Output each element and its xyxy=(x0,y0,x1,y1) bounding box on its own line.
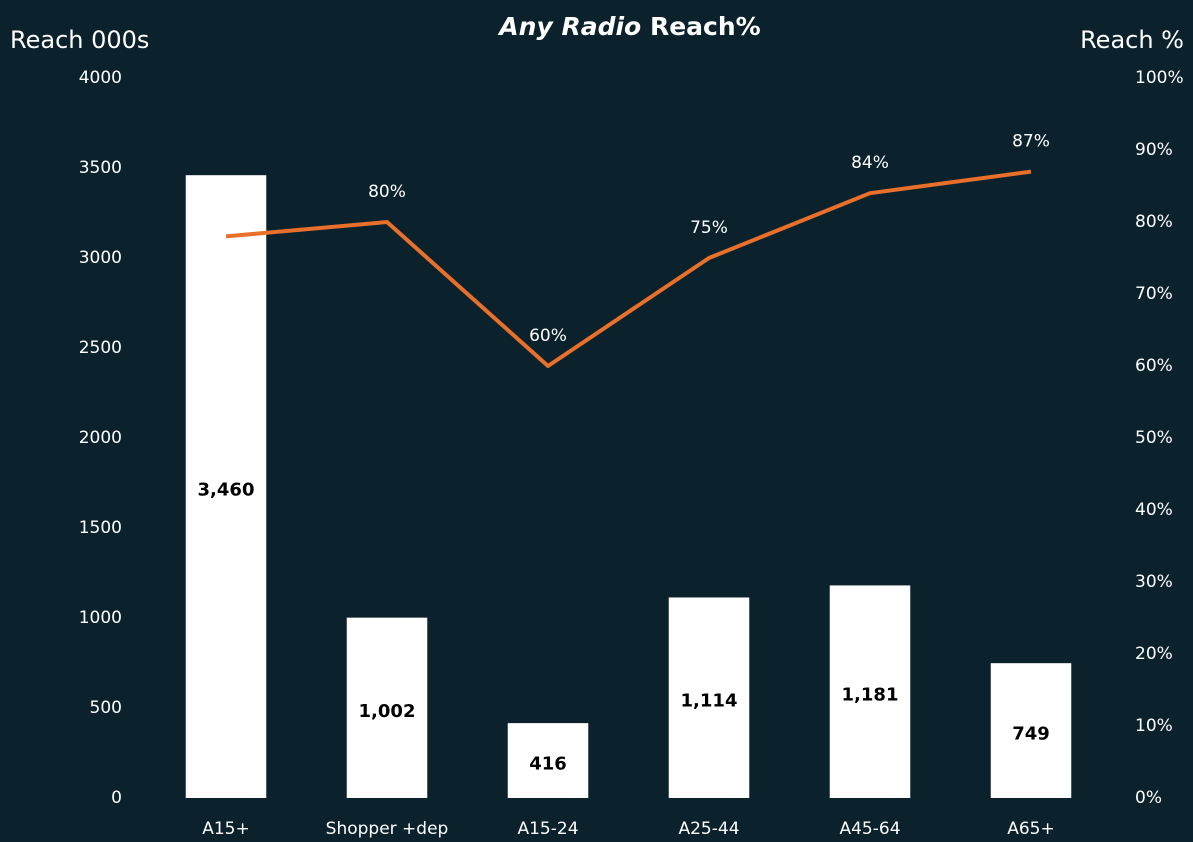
y2-tick-label: 80% xyxy=(1135,212,1173,232)
x-tick-label: A15+ xyxy=(202,819,250,839)
y-tick-label: 1000 xyxy=(79,608,122,628)
line-value-label: 80% xyxy=(368,182,406,202)
line-value-label: 87% xyxy=(1012,132,1050,152)
bar-value-label: 1,002 xyxy=(359,701,416,722)
line-value-label: 75% xyxy=(690,218,728,238)
line xyxy=(225,169,1032,368)
bar-value-label: 749 xyxy=(1012,724,1050,745)
title-text: Reach% xyxy=(650,12,761,41)
y-axis-title: Reach 000s xyxy=(10,26,149,54)
y-tick-label: 3500 xyxy=(79,158,122,178)
bar xyxy=(829,585,911,798)
line-value-label: 60% xyxy=(529,326,567,346)
bar xyxy=(346,617,428,798)
x-tick-label: Shopper +dep xyxy=(326,819,449,839)
title-emphasis: Any Radio xyxy=(497,12,641,41)
y2-tick-label: 50% xyxy=(1135,428,1173,448)
y-tick-label: 2500 xyxy=(79,338,122,358)
bar xyxy=(668,597,750,798)
x-tick-label: A15-24 xyxy=(517,819,578,839)
y-tick-label: 500 xyxy=(90,698,122,718)
y2-axis-title: Reach % xyxy=(1080,26,1184,54)
y2-tick-label: 10% xyxy=(1135,716,1173,736)
line-value-label: 84% xyxy=(851,153,889,173)
y-tick-label: 1500 xyxy=(79,518,122,538)
chart-title: Any Radio Reach% xyxy=(497,12,760,41)
bar-value-label: 416 xyxy=(529,754,567,775)
y-tick-label: 4000 xyxy=(79,68,122,88)
y2-tick-label: 90% xyxy=(1135,140,1173,160)
y2-tick-label: 40% xyxy=(1135,500,1173,520)
y2-tick-label: 60% xyxy=(1135,356,1173,376)
bar-value-label: 1,114 xyxy=(681,691,738,712)
bar-value-label: 3,460 xyxy=(198,480,255,501)
x-tick-label: A65+ xyxy=(1007,819,1055,839)
y2-tick-label: 100% xyxy=(1135,68,1184,88)
x-tick-label: A45-64 xyxy=(839,819,900,839)
bar xyxy=(507,723,589,798)
y2-tick-label: 70% xyxy=(1135,284,1173,304)
y-tick-label: 0 xyxy=(111,788,122,808)
y-tick-label: 2000 xyxy=(79,428,122,448)
y2-tick-label: 30% xyxy=(1135,572,1173,592)
bar xyxy=(990,663,1072,798)
bar xyxy=(185,175,267,798)
y-tick-label: 3000 xyxy=(79,248,122,268)
x-tick-label: A25-44 xyxy=(678,819,739,839)
bar-value-label: 1,181 xyxy=(842,685,899,706)
line-value-label: 78% xyxy=(207,196,245,216)
y2-tick-label: 0% xyxy=(1135,788,1162,808)
y2-tick-label: 20% xyxy=(1135,644,1173,664)
